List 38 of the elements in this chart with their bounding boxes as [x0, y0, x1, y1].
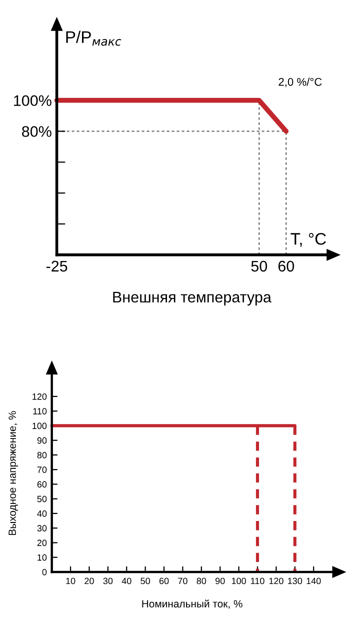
annotation: 2,0 %/°C: [278, 78, 322, 88]
x-tick-label: 100: [232, 578, 246, 584]
y-axis-title: P/P$_{макс}$: [66, 30, 122, 46]
y-tick-label: 110: [33, 408, 47, 414]
y-tick-label: 70: [37, 466, 47, 473]
x-tick-label: 90: [216, 578, 225, 584]
x-tick-label: 40: [122, 578, 132, 584]
x-tick-label: 80: [196, 578, 206, 584]
x-tick-label: 140: [306, 578, 321, 584]
y-tick-label: 100%: [14, 95, 52, 106]
x-tick-label: 130: [288, 578, 302, 584]
x-axis-title: Внешняя температура: [113, 292, 272, 306]
x-tick-label: -25: [46, 260, 68, 272]
y-tick-label: 30: [37, 525, 47, 532]
y-axis-title: Выходное напряжение, %: [8, 411, 18, 535]
x-tick-label: 60: [278, 260, 294, 272]
y-tick-label: 40: [37, 510, 47, 517]
y-tick-label: 120: [32, 393, 47, 400]
x-tick-label: 70: [178, 578, 188, 584]
y-tick-label: 60: [37, 481, 47, 488]
y-tick-label: 20: [37, 540, 47, 546]
y-tick-label: 80: [37, 452, 47, 458]
y-tick-label: 0: [42, 568, 47, 576]
x-tick-label: 10: [66, 578, 76, 584]
x-tick-label: 110: [250, 578, 264, 584]
y-tick-label: 100: [32, 422, 47, 430]
x-tick-label: 30: [103, 578, 113, 584]
x-tick-label: 120: [269, 578, 284, 584]
y-tick-label: 90: [37, 437, 47, 444]
x-tick-label: 50: [251, 260, 268, 272]
y-tick-label: 10: [38, 554, 47, 561]
x-axis-title: Номинальный ток, %: [142, 600, 242, 609]
annotation: T, °C: [290, 233, 326, 247]
x-tick-label: 20: [84, 578, 94, 584]
x-tick-label: 50: [140, 578, 150, 584]
y-tick-label: 80%: [22, 126, 52, 137]
y-tick-label: 50: [37, 496, 47, 502]
x-tick-label: 60: [159, 578, 169, 584]
